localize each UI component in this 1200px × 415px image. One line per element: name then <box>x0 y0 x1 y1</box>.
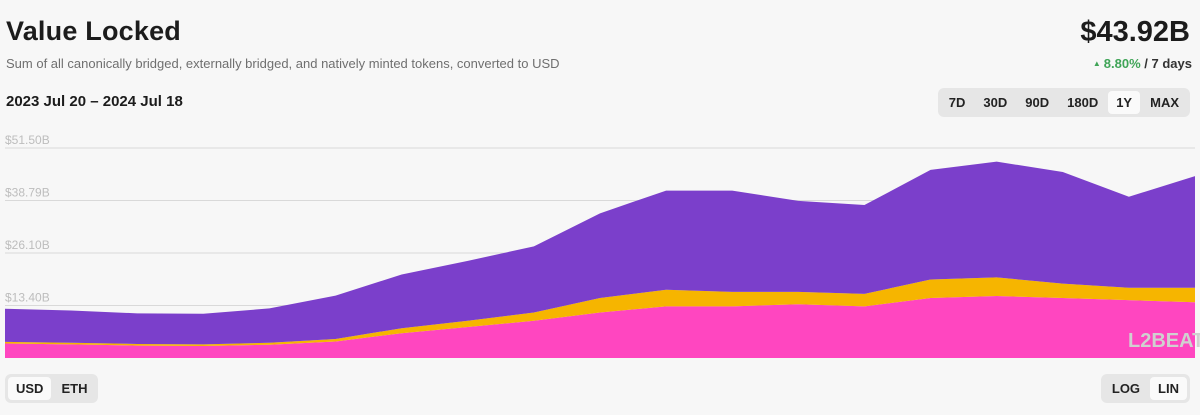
page-subtitle: Sum of all canonically bridged, external… <box>6 56 560 71</box>
y-tick-label: $51.50B <box>5 133 50 147</box>
currency-eth-button[interactable]: ETH <box>61 381 88 396</box>
range-30d-button[interactable]: 30D <box>983 95 1008 110</box>
range-90d-button[interactable]: 90D <box>1025 95 1050 110</box>
y-tick-label: $13.40B <box>5 291 50 305</box>
y-tick-label: $38.79B <box>5 186 50 200</box>
currency-usd-button[interactable]: USD <box>8 377 52 400</box>
change-percent: 8.80% <box>1103 56 1141 71</box>
time-range-selector: 7D 30D 90D 180D 1Y MAX <box>937 88 1190 117</box>
change-up-icon: ▲ <box>1092 59 1101 68</box>
date-range: 2023 Jul 20 – 2024 Jul 18 <box>6 93 183 110</box>
scale-selector: LOG LIN <box>1100 374 1190 403</box>
change-period: / 7 days <box>1144 56 1192 71</box>
area-external <box>5 277 1195 347</box>
area-canonical <box>5 161 1195 345</box>
range-7d-button[interactable]: 7D <box>948 95 966 110</box>
scale-lin-button[interactable]: LIN <box>1150 377 1187 400</box>
l2beat-watermark: L2BEAT <box>1128 330 1200 352</box>
currency-selector: USD ETH <box>5 374 99 403</box>
range-max-button[interactable]: MAX <box>1150 95 1179 110</box>
range-1y-button[interactable]: 1Y <box>1108 91 1141 114</box>
y-tick-label: $26.10B <box>5 238 50 252</box>
weekly-change: ▲ 8.80% / 7 days <box>1093 56 1192 71</box>
area-native <box>5 295 1195 358</box>
range-180d-button[interactable]: 180D <box>1067 95 1099 110</box>
page-title: Value Locked <box>6 16 181 46</box>
scale-log-button[interactable]: LOG <box>1111 381 1141 396</box>
total-value: $43.92B <box>1080 16 1190 48</box>
